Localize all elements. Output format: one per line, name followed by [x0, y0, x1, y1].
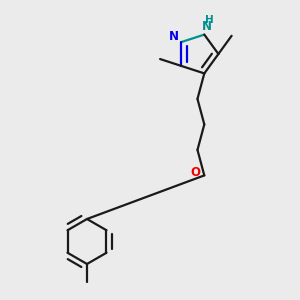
- Text: O: O: [190, 166, 200, 179]
- Text: N: N: [202, 20, 212, 33]
- Text: H: H: [205, 15, 214, 25]
- Text: N: N: [169, 30, 179, 43]
